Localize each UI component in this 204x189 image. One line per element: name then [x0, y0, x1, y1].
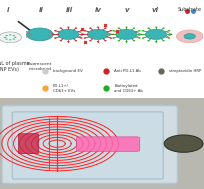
Circle shape — [60, 40, 62, 41]
Circle shape — [168, 37, 170, 39]
Circle shape — [125, 41, 128, 42]
Circle shape — [5, 39, 8, 40]
Circle shape — [138, 30, 141, 31]
Text: i: i — [7, 7, 9, 13]
Circle shape — [118, 28, 120, 29]
Circle shape — [145, 29, 167, 40]
Circle shape — [97, 26, 99, 28]
Circle shape — [9, 34, 11, 36]
Circle shape — [89, 40, 92, 41]
Circle shape — [89, 28, 92, 29]
Circle shape — [125, 26, 128, 28]
Circle shape — [80, 30, 83, 31]
Circle shape — [155, 41, 157, 42]
Circle shape — [155, 26, 157, 28]
Circle shape — [184, 34, 195, 39]
Circle shape — [97, 41, 99, 42]
Circle shape — [52, 34, 54, 35]
Circle shape — [170, 34, 172, 35]
Circle shape — [162, 40, 165, 41]
Circle shape — [0, 32, 21, 43]
Circle shape — [54, 30, 57, 31]
Circle shape — [164, 135, 203, 152]
Circle shape — [54, 37, 57, 39]
Circle shape — [112, 30, 115, 31]
Text: v: v — [124, 7, 129, 13]
Circle shape — [147, 40, 150, 41]
Circle shape — [104, 28, 107, 29]
Circle shape — [4, 37, 6, 38]
Circle shape — [112, 34, 114, 35]
Circle shape — [133, 40, 135, 41]
Circle shape — [67, 26, 70, 28]
Text: background EV: background EV — [53, 69, 83, 73]
Circle shape — [138, 37, 141, 39]
Circle shape — [112, 37, 115, 39]
Circle shape — [84, 37, 86, 39]
Circle shape — [67, 41, 70, 42]
Circle shape — [14, 37, 17, 38]
Circle shape — [13, 39, 15, 40]
Circle shape — [142, 30, 144, 31]
Circle shape — [27, 28, 53, 41]
Circle shape — [104, 40, 107, 41]
Text: ii: ii — [38, 7, 43, 13]
FancyBboxPatch shape — [12, 112, 163, 179]
Circle shape — [75, 40, 77, 41]
Circle shape — [84, 30, 86, 31]
Circle shape — [140, 34, 142, 35]
Circle shape — [75, 28, 77, 29]
Text: Fluorescent
microbead: Fluorescent microbead — [27, 62, 52, 70]
FancyBboxPatch shape — [18, 134, 39, 154]
Circle shape — [176, 30, 203, 43]
Circle shape — [13, 35, 15, 36]
Text: iv: iv — [94, 7, 101, 13]
Circle shape — [133, 28, 135, 29]
Text: Substrate: Substrate — [178, 7, 202, 12]
Circle shape — [5, 35, 8, 36]
Circle shape — [110, 34, 113, 35]
Text: Anti PD-L1 Ab: Anti PD-L1 Ab — [114, 69, 141, 73]
Circle shape — [82, 34, 85, 35]
Circle shape — [140, 34, 143, 35]
Circle shape — [118, 40, 120, 41]
Circle shape — [110, 37, 112, 39]
Text: Biotinylated
and CD63+ Ab: Biotinylated and CD63+ Ab — [114, 84, 143, 93]
Text: 2-10μL of plasma
(NP EVs): 2-10μL of plasma (NP EVs) — [0, 61, 29, 72]
FancyBboxPatch shape — [0, 98, 204, 189]
Text: vi: vi — [152, 7, 159, 13]
Circle shape — [60, 28, 62, 29]
Circle shape — [147, 28, 150, 29]
Circle shape — [142, 37, 144, 39]
Text: PD-L1+/
CD63+ EVs: PD-L1+/ CD63+ EVs — [53, 84, 75, 93]
Circle shape — [9, 39, 11, 40]
Circle shape — [116, 29, 137, 40]
Text: streptavidin HRP: streptavidin HRP — [169, 69, 202, 73]
FancyBboxPatch shape — [76, 137, 140, 151]
FancyBboxPatch shape — [2, 105, 177, 184]
Circle shape — [80, 37, 83, 39]
Circle shape — [82, 34, 84, 35]
Circle shape — [110, 30, 112, 31]
Text: iii: iii — [66, 7, 73, 13]
Circle shape — [168, 30, 170, 31]
Circle shape — [87, 29, 109, 40]
Circle shape — [58, 29, 79, 40]
Circle shape — [162, 28, 165, 29]
